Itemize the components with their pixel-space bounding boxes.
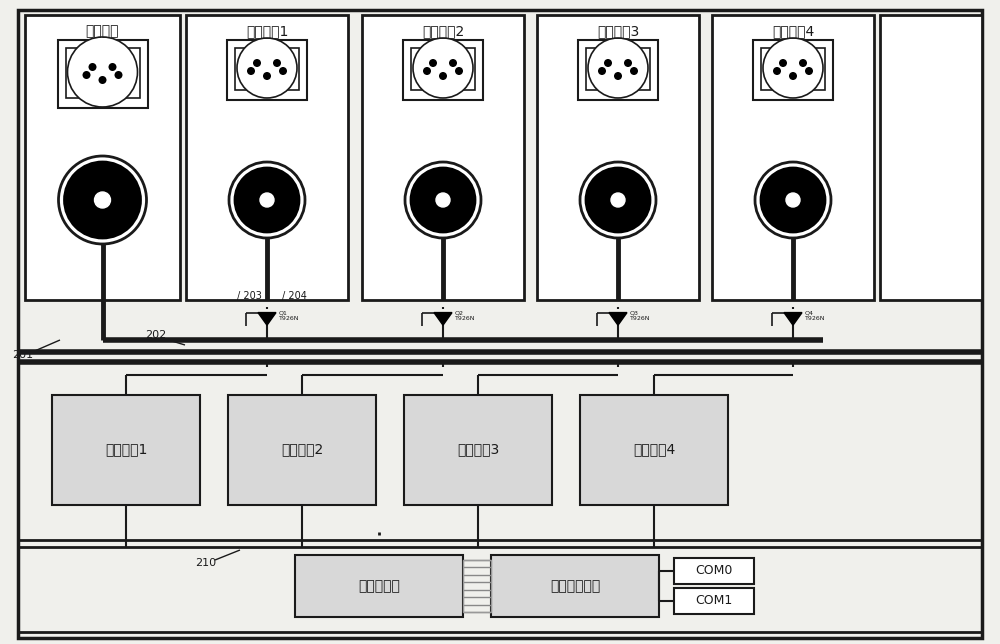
Circle shape [439,72,447,80]
Circle shape [455,67,463,75]
Circle shape [114,71,122,79]
Circle shape [429,59,437,67]
Circle shape [64,162,140,238]
Text: 通讯存储模块: 通讯存储模块 [550,579,600,593]
Circle shape [586,168,650,232]
Circle shape [413,38,473,98]
Bar [674,558,754,584]
Circle shape [263,72,271,80]
Text: 202: 202 [145,330,166,340]
Circle shape [598,67,606,75]
Circle shape [82,71,90,79]
Text: 201: 201 [12,350,33,360]
Text: Q1
T926N: Q1 T926N [279,310,300,321]
Bar [403,40,483,100]
Text: 210: 210 [195,558,216,568]
Bar [52,395,200,504]
Circle shape [88,63,96,71]
Circle shape [761,168,825,232]
Circle shape [614,72,622,80]
Circle shape [630,67,638,75]
Bar [491,555,659,617]
Text: 通道模块1: 通道模块1 [105,442,147,457]
Circle shape [108,63,116,71]
Text: / 203: / 203 [237,291,262,301]
Bar [674,588,754,614]
Text: Q3
T926N: Q3 T926N [630,310,650,321]
Circle shape [786,193,800,207]
Bar [362,15,524,300]
Circle shape [449,59,457,67]
Bar [186,15,348,300]
Text: Q4
T926N: Q4 T926N [805,310,826,321]
Bar [578,40,658,100]
Polygon shape [258,312,276,325]
Bar [25,15,180,300]
Circle shape [235,168,299,232]
Circle shape [411,168,475,232]
Circle shape [247,67,255,75]
Polygon shape [434,312,452,325]
Circle shape [805,67,813,75]
Text: / 204: / 204 [282,291,307,301]
Bar [537,15,699,300]
Bar [235,48,299,90]
Text: COM1: COM1 [695,594,733,607]
Circle shape [260,193,274,207]
Circle shape [611,193,625,207]
Bar [753,40,833,100]
Bar [228,395,376,504]
Bar [463,560,491,612]
Circle shape [237,38,297,98]
Circle shape [94,192,110,208]
Bar [295,555,463,617]
Bar [18,535,982,632]
Circle shape [273,59,281,67]
Text: 输出通道1: 输出通道1 [246,24,288,38]
Circle shape [588,38,648,98]
Bar [586,48,650,90]
Bar [712,15,874,300]
Bar [227,40,307,100]
Text: 通道模块2: 通道模块2 [281,442,323,457]
Circle shape [253,59,261,67]
Bar [404,395,552,504]
Bar [761,48,825,90]
Text: COM0: COM0 [695,565,733,578]
Circle shape [436,193,450,207]
Circle shape [279,67,287,75]
Text: 通道模块3: 通道模块3 [457,442,499,457]
Circle shape [773,67,781,75]
Circle shape [68,37,138,107]
Bar [18,367,982,532]
Bar [26,375,974,524]
Circle shape [98,76,106,84]
Polygon shape [784,312,802,325]
Circle shape [604,59,612,67]
Text: 输出通道3: 输出通道3 [597,24,639,38]
Circle shape [799,59,807,67]
Circle shape [423,67,431,75]
Bar [66,48,140,98]
Circle shape [763,38,823,98]
Bar [411,48,475,90]
Circle shape [624,59,632,67]
Bar [58,40,148,108]
Polygon shape [609,312,627,325]
Circle shape [779,59,787,67]
Bar [880,15,982,300]
Text: Q2
T926N: Q2 T926N [455,310,476,321]
Text: 输出通道4: 输出通道4 [772,24,814,38]
Text: 通道模块4: 通道模块4 [633,442,675,457]
Text: 处理器模块: 处理器模块 [358,579,400,593]
Text: 输入端口: 输入端口 [86,24,119,38]
Text: 输出通道2: 输出通道2 [422,24,464,38]
Circle shape [789,72,797,80]
Bar [580,395,728,504]
